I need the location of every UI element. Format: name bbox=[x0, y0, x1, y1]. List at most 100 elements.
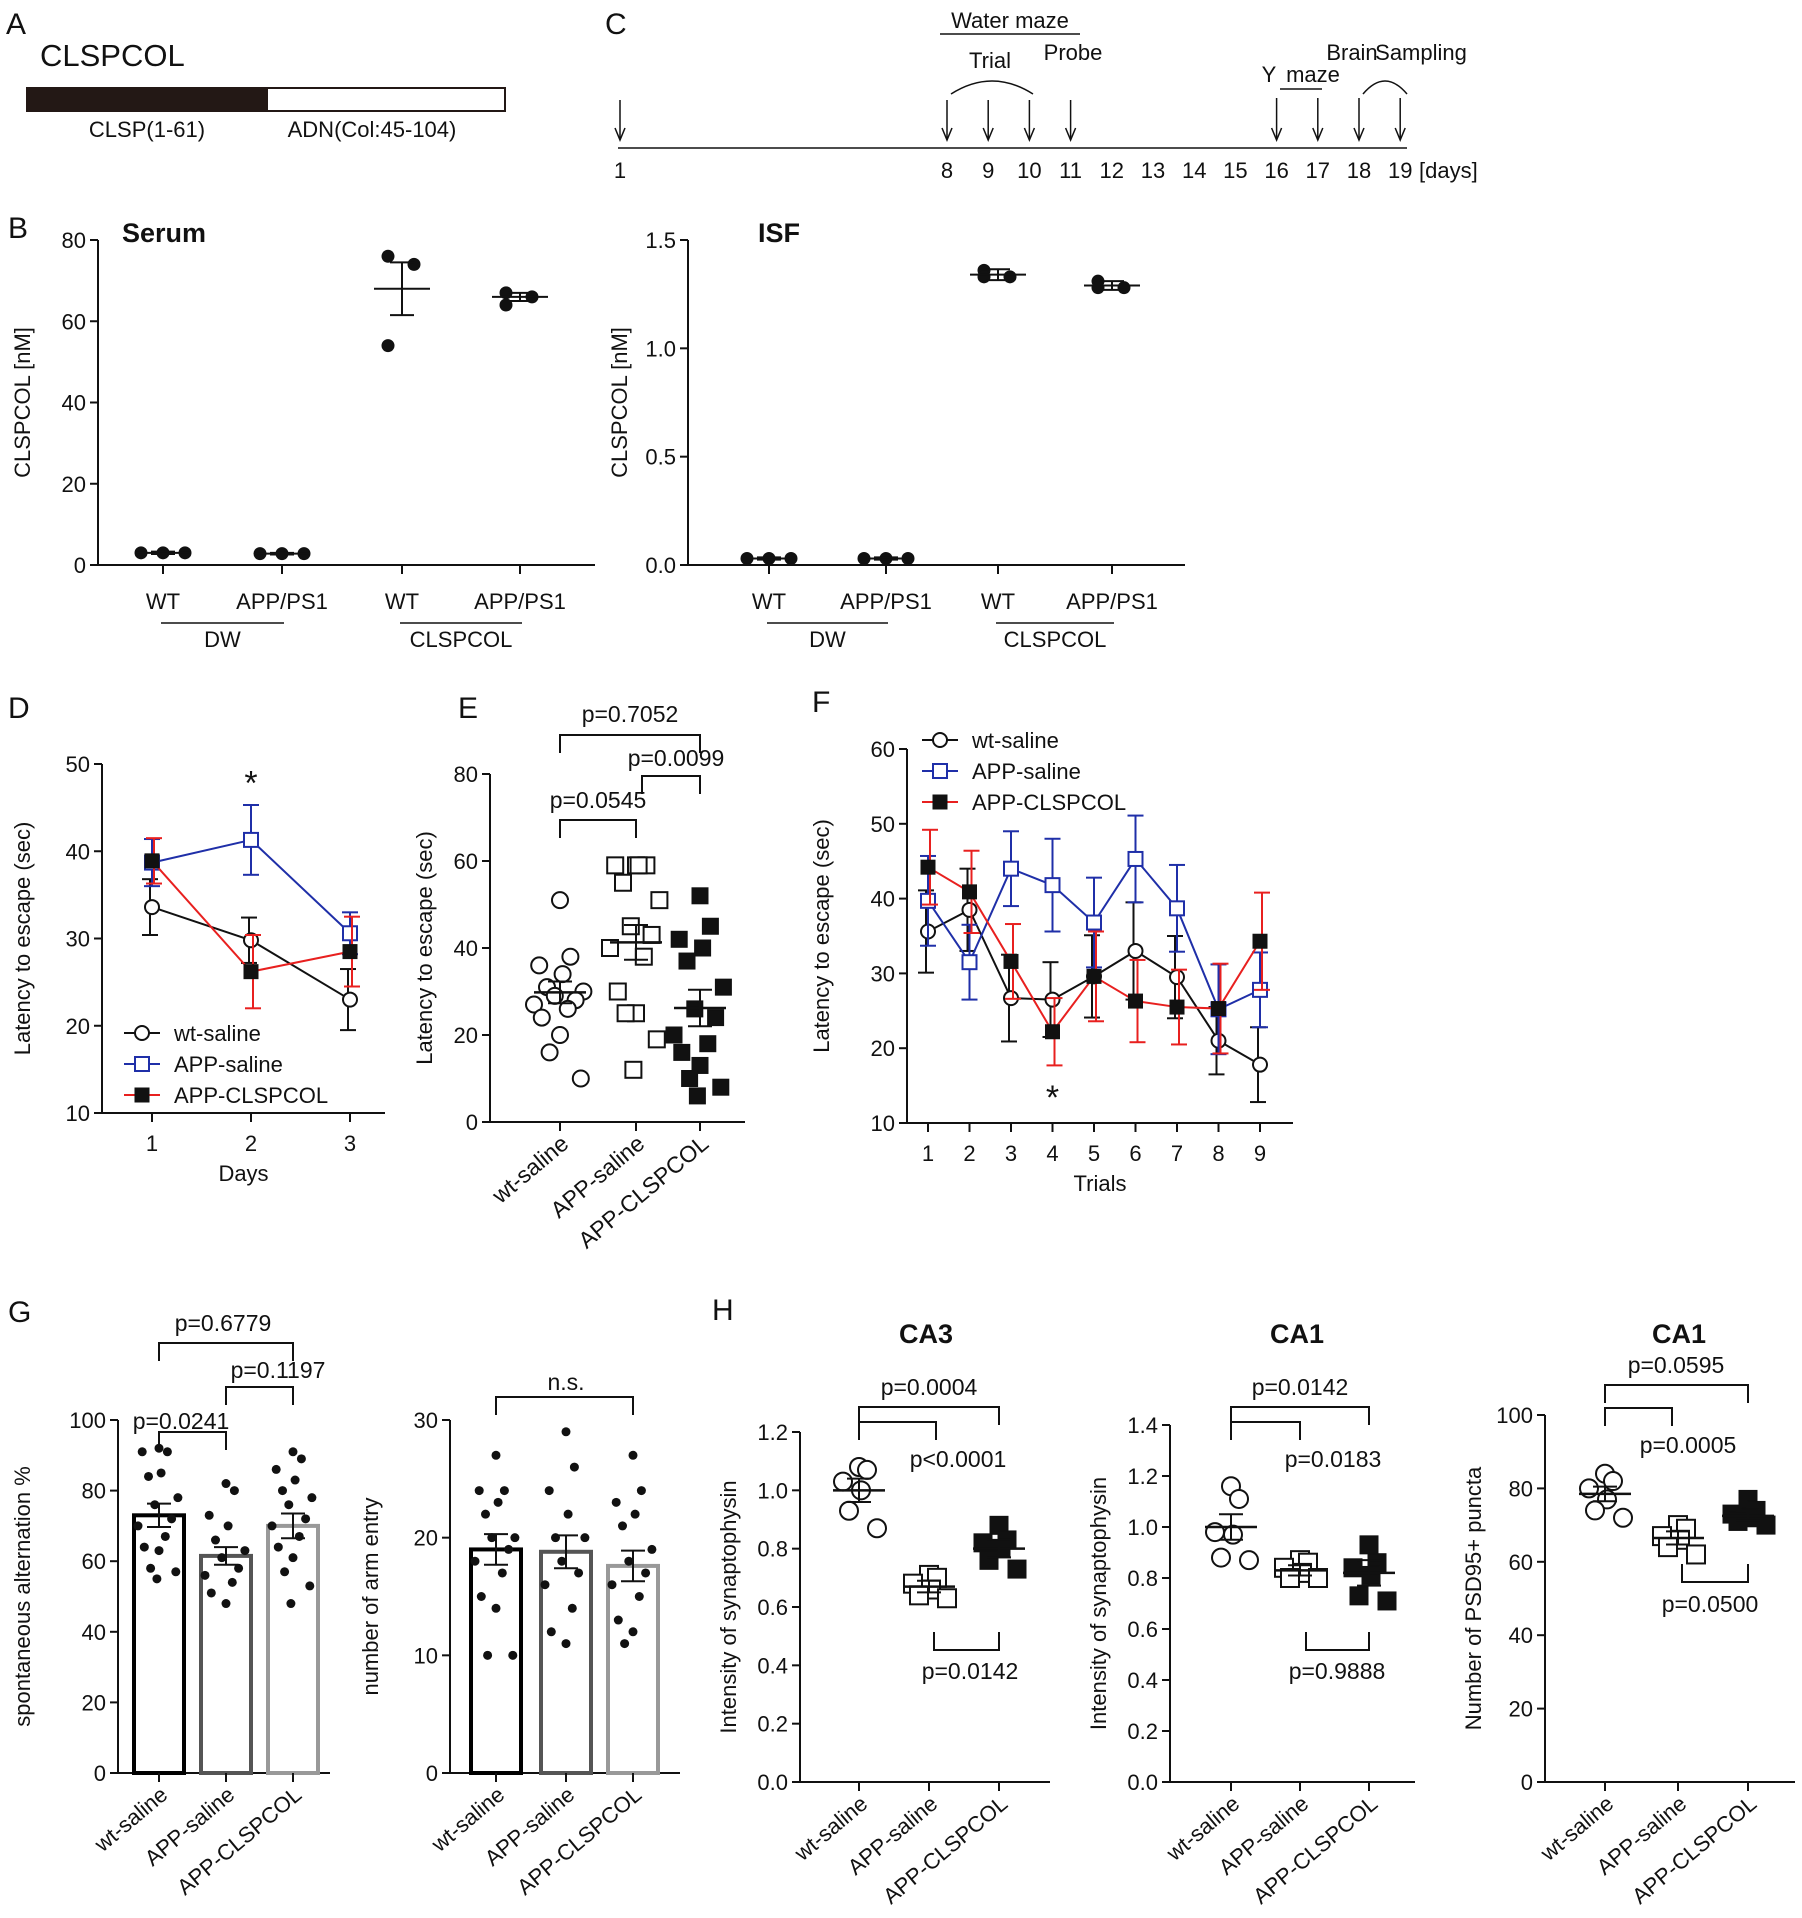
p-value-label: p=0.0595 bbox=[1628, 1352, 1725, 1378]
y-tick-label: 60 bbox=[454, 849, 478, 874]
data-point bbox=[491, 1603, 501, 1613]
y-tick-label: 0.6 bbox=[1127, 1617, 1158, 1642]
y-tick-label: 30 bbox=[66, 927, 90, 952]
data-point bbox=[606, 856, 625, 875]
y-tick-label: 0 bbox=[94, 1761, 106, 1786]
data-point bbox=[144, 1471, 153, 1481]
data-point bbox=[563, 1509, 573, 1519]
y-tick-label: 0.6 bbox=[757, 1595, 788, 1620]
y-tick-label: 100 bbox=[1496, 1403, 1533, 1428]
data-point bbox=[234, 1563, 244, 1573]
x-category-label: APP-CLSPCOL bbox=[172, 1782, 306, 1900]
group-label: CLSPCOL bbox=[1004, 627, 1107, 652]
data-point bbox=[284, 1500, 294, 1510]
data-point bbox=[694, 939, 712, 957]
x-tick-label: 2 bbox=[245, 1131, 257, 1156]
data-point bbox=[1252, 933, 1268, 949]
series-line bbox=[151, 906, 351, 1001]
x-tick-label: 1 bbox=[922, 1141, 934, 1166]
data-point bbox=[567, 1603, 577, 1613]
data-point bbox=[712, 1078, 730, 1096]
group-label: CLSPCOL bbox=[410, 627, 513, 652]
panel-label-f: F bbox=[812, 686, 830, 719]
data-point bbox=[525, 995, 543, 1014]
data-point bbox=[1349, 1586, 1369, 1606]
data-point bbox=[1044, 877, 1061, 894]
data-point bbox=[470, 1556, 480, 1566]
data-point bbox=[546, 1627, 556, 1637]
data-point bbox=[624, 1556, 634, 1566]
timeline-arrow-head bbox=[1353, 127, 1365, 142]
data-point bbox=[1585, 1500, 1605, 1521]
y-axis-label: Latency to escape (sec) bbox=[809, 819, 834, 1053]
data-point bbox=[493, 1497, 503, 1507]
data-point bbox=[714, 978, 732, 996]
data-point bbox=[977, 270, 991, 284]
data-point bbox=[1127, 942, 1144, 959]
y-axis-label: Number of PSD95+ puncta bbox=[1461, 1466, 1486, 1730]
x-tick-label: 3 bbox=[1005, 1141, 1017, 1166]
data-point bbox=[920, 892, 936, 909]
data-point bbox=[167, 1514, 177, 1524]
legend-marker bbox=[932, 794, 948, 810]
data-point bbox=[204, 1510, 214, 1520]
comparison-bracket bbox=[559, 819, 637, 838]
x-tick-label: 7 bbox=[1171, 1141, 1183, 1166]
data-point bbox=[607, 1580, 617, 1590]
data-point bbox=[629, 856, 648, 875]
data-point bbox=[642, 925, 661, 944]
data-point bbox=[160, 1531, 170, 1541]
legend-label: APP-saline bbox=[174, 1052, 283, 1077]
panel-label-e: E bbox=[458, 692, 478, 725]
clsp-segment bbox=[26, 87, 268, 112]
legend-marker bbox=[134, 1056, 150, 1072]
timeline-arrow-head bbox=[941, 127, 953, 142]
x-category-label: WT bbox=[752, 589, 786, 614]
data-point bbox=[620, 1639, 630, 1649]
y-tick-label: 20 bbox=[871, 1036, 895, 1061]
data-point bbox=[571, 1069, 590, 1088]
maze-label: maze bbox=[1286, 62, 1340, 87]
y-tick-label: 1.0 bbox=[757, 1478, 788, 1503]
p-value-label: p=0.0545 bbox=[550, 787, 647, 813]
data-point bbox=[278, 1486, 287, 1496]
y-tick-label: 30 bbox=[871, 961, 895, 986]
x-category-label: APP/PS1 bbox=[236, 589, 328, 614]
data-point bbox=[267, 1521, 277, 1531]
data-point bbox=[551, 1533, 560, 1543]
x-category-label: APP-CLSPCOL bbox=[1248, 1791, 1382, 1909]
y-tick-label: 60 bbox=[871, 737, 895, 762]
data-point bbox=[286, 1599, 296, 1609]
bar bbox=[606, 1563, 660, 1775]
data-point bbox=[305, 1581, 315, 1591]
comparison-bracket bbox=[559, 734, 701, 753]
data-point bbox=[510, 1533, 520, 1543]
timeline-arrow-head bbox=[982, 127, 994, 142]
data-point bbox=[1003, 270, 1017, 284]
x-category-label: APP/PS1 bbox=[1066, 589, 1158, 614]
data-point bbox=[647, 1030, 666, 1049]
bar bbox=[469, 1547, 523, 1776]
p-value-label: n.s. bbox=[547, 1369, 584, 1395]
data-point bbox=[678, 952, 696, 970]
data-point bbox=[544, 1486, 554, 1496]
data-point bbox=[144, 853, 160, 869]
chart-B2: ISF 0.0 0.5 1.0 1.5 CLSPCOL [nM] WT APP/PS1 WT AP… bbox=[607, 218, 1185, 652]
data-point bbox=[280, 1567, 290, 1577]
comparison-bracket bbox=[858, 1406, 1000, 1425]
legend-label: APP-saline bbox=[972, 759, 1081, 784]
y-tick-label: 10 bbox=[66, 1101, 90, 1126]
timeline-arrow-head bbox=[1023, 127, 1036, 142]
data-point bbox=[558, 999, 577, 1018]
data-point bbox=[636, 1486, 646, 1496]
legend-marker bbox=[932, 732, 948, 748]
data-point bbox=[206, 1588, 216, 1598]
bar bbox=[199, 1553, 253, 1776]
trial-label: Trial bbox=[969, 48, 1011, 73]
data-point bbox=[1223, 1524, 1243, 1545]
data-point bbox=[271, 1464, 281, 1474]
timeline-day-label: 8 bbox=[941, 158, 953, 183]
p-value-label: p=0.9888 bbox=[1289, 1658, 1386, 1684]
